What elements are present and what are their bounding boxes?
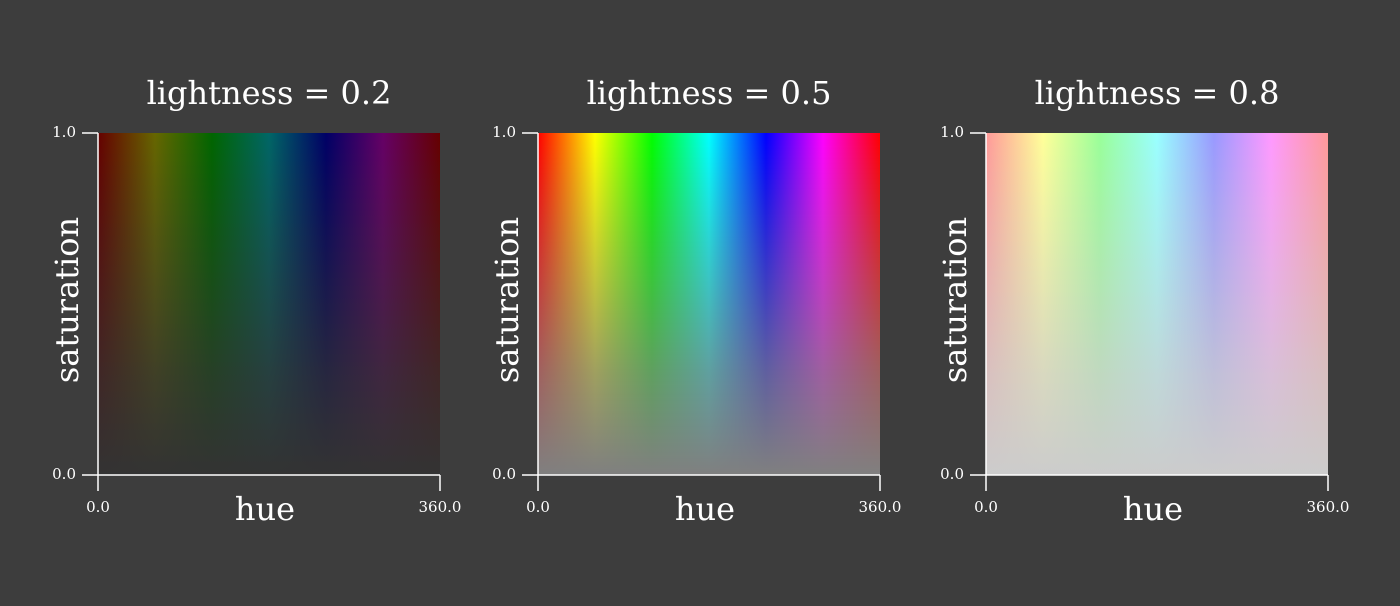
- x-tick-label-min: 0.0: [86, 498, 110, 516]
- chart-panel-3: lightness = 0.8 1.0 0.0 0.0 360.0 hue saturati…: [936, 74, 1349, 528]
- chart-title: lightness = 0.5: [587, 74, 832, 112]
- y-axis-label: saturation: [936, 217, 974, 383]
- y-tick-label-max: 1.0: [492, 123, 516, 141]
- y-tick-label-min: 0.0: [492, 465, 516, 483]
- y-tick-label-max: 1.0: [52, 123, 76, 141]
- saturation-gradient-overlay: [986, 133, 1328, 475]
- saturation-gradient-overlay: [98, 133, 440, 475]
- chart-title: lightness = 0.2: [147, 74, 392, 112]
- x-tick-label-max: 360.0: [419, 498, 462, 516]
- x-tick-label-max: 360.0: [859, 498, 902, 516]
- x-tick-label-max: 360.0: [1307, 498, 1350, 516]
- y-tick-label-min: 0.0: [940, 465, 964, 483]
- chart-panel-1: lightness = 0.2 1.0 0.0 0.0 360.0 hue saturati…: [48, 74, 461, 528]
- x-tick-label-min: 0.0: [526, 498, 550, 516]
- x-tick-label-min: 0.0: [974, 498, 998, 516]
- y-tick-label-min: 0.0: [52, 465, 76, 483]
- x-axis-label: hue: [1123, 490, 1183, 528]
- y-axis-label: saturation: [488, 217, 526, 383]
- chart-title: lightness = 0.8: [1035, 74, 1280, 112]
- x-axis-label: hue: [235, 490, 295, 528]
- saturation-gradient-overlay: [538, 133, 880, 475]
- chart-panel-2: lightness = 0.5 1.0 0.0 0.0 360.0 hue saturati…: [488, 74, 901, 528]
- y-axis-label: saturation: [48, 217, 86, 383]
- x-axis-label: hue: [675, 490, 735, 528]
- y-tick-label-max: 1.0: [940, 123, 964, 141]
